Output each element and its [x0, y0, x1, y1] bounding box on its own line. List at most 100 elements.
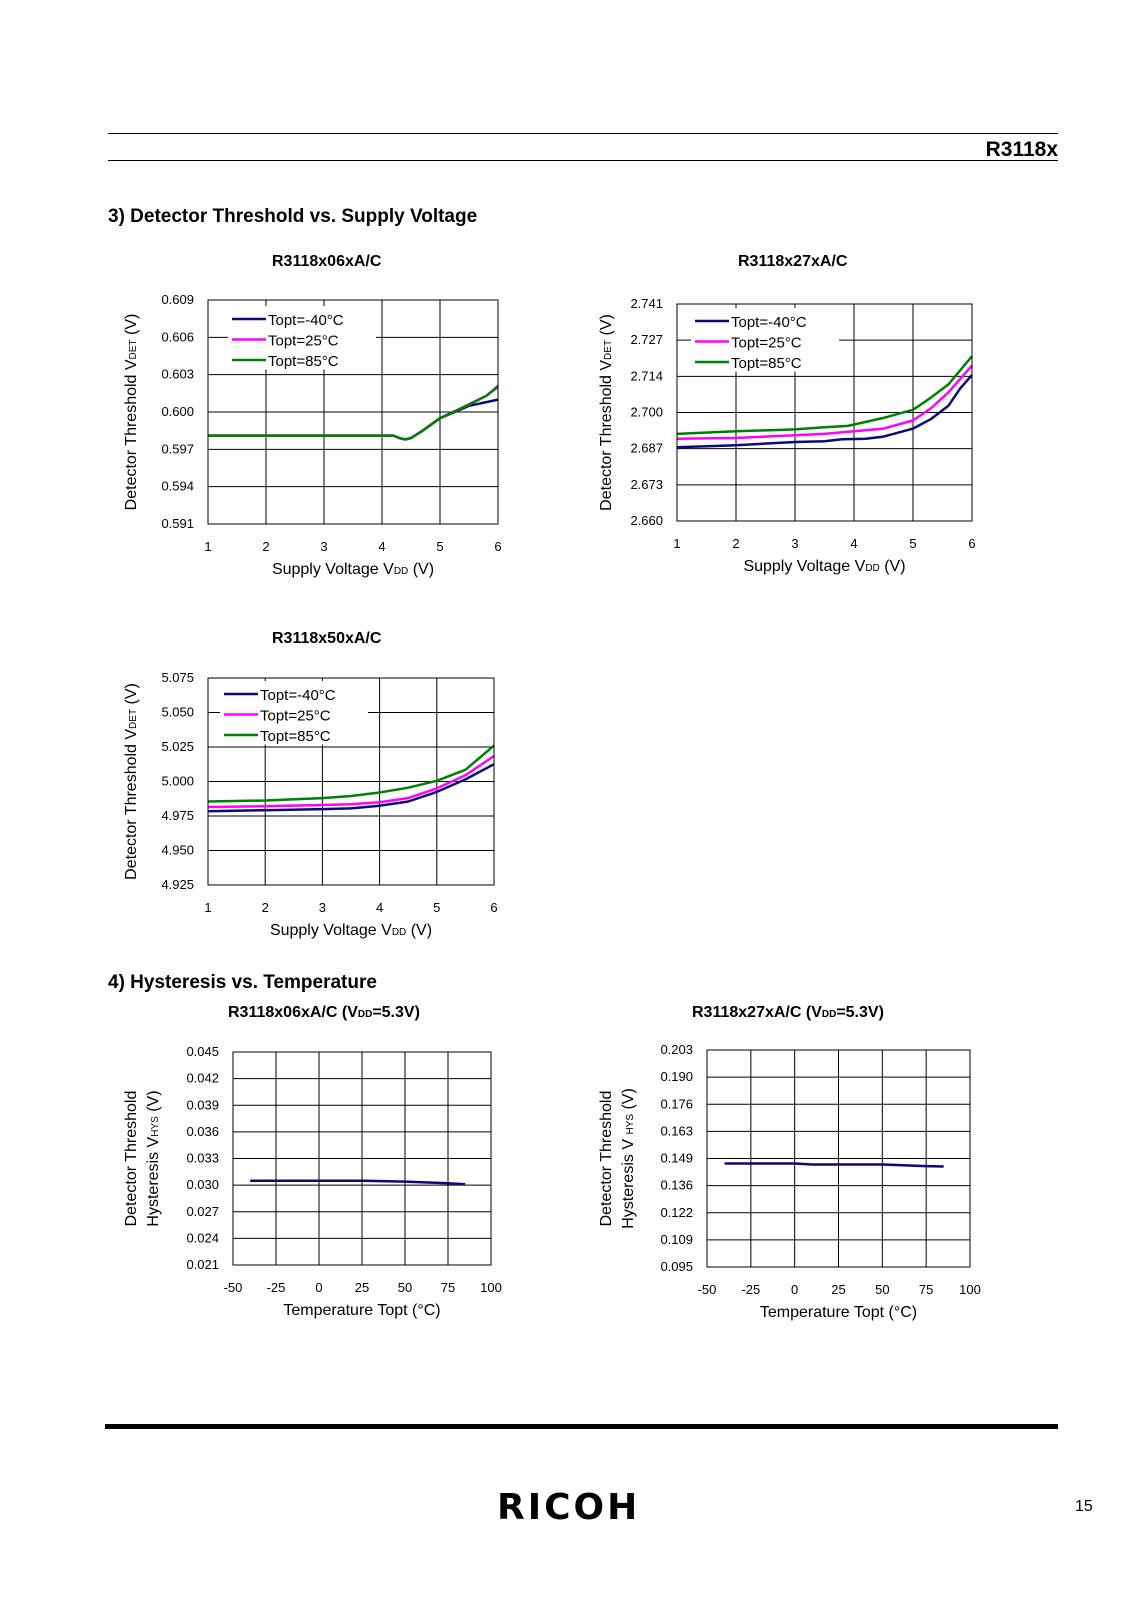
x-tick-label: -25 [267, 1280, 286, 1295]
y-tick-label: 0.027 [186, 1204, 219, 1219]
y-tick-label: 5.075 [161, 670, 194, 685]
y-tick-label: 0.136 [660, 1178, 693, 1193]
chart-title-hys-27-main: R3118x27xA/C (V [692, 1004, 822, 1021]
page-number: 15 [1075, 1498, 1093, 1515]
chart-title-hys-06: R3118x06xA/C (VDD=5.3V) [228, 1004, 420, 1022]
x-axis-label-main: Supply Voltage V [270, 922, 392, 939]
footer-rule [105, 1424, 1058, 1429]
x-axis-label-sub: DD [865, 563, 879, 574]
y-tick-label: 0.036 [186, 1124, 219, 1139]
chart-27: Topt=-40°C Topt=25°C Topt=85°C 2.741 2.727 2.… [598, 296, 976, 575]
x-tick-label: 50 [875, 1282, 889, 1297]
x-tick-label: 1 [204, 539, 211, 554]
y-tick-label: 0.109 [660, 1232, 693, 1247]
y-axis-label-main: Hysteresis V [620, 1135, 637, 1229]
ricoh-logo: RICOH [497, 1487, 641, 1528]
chart-title-50: R3118x50xA/C [272, 630, 382, 647]
x-tick-label: 2 [262, 539, 269, 554]
y-tick-label: 2.673 [630, 477, 663, 492]
section-title-hysteresis: 4) Hysteresis vs. Temperature [108, 972, 377, 993]
y-tick-label: 2.687 [630, 441, 663, 456]
series-line-topt25c [676, 364, 973, 441]
series-line-topt85c [676, 355, 973, 436]
series-line-topt85c [208, 384, 499, 441]
y-axis-label-tail: (V) [598, 314, 615, 340]
chart-title-hys-27: R3118x27xA/C (VDD=5.3V) [692, 1004, 884, 1022]
x-tick-label: -50 [698, 1282, 717, 1297]
plot-frame [232, 1051, 492, 1266]
y-axis-label-tail: (V) [145, 1090, 162, 1116]
y-tick-label: 0.039 [186, 1097, 219, 1112]
y-axis-label-line2: Hysteresis V HYS (V) [620, 1088, 637, 1229]
x-axis-label: Temperature Topt (°C) [283, 1302, 440, 1319]
x-axis-label-main: Supply Voltage V [272, 561, 394, 578]
header-rule-bottom [108, 160, 1058, 161]
y-tick-label: 2.714 [630, 368, 663, 383]
chart-title-27: R3118x27xA/C [738, 253, 848, 270]
header-rule-top [108, 133, 1058, 134]
x-axis-label-main: Supply Voltage V [743, 558, 865, 575]
legend-label: Topt=25°C [268, 333, 339, 350]
y-tick-label: 2.741 [630, 296, 663, 311]
y-tick-label: 0.190 [660, 1069, 693, 1084]
y-tick-label: 0.591 [161, 516, 194, 531]
x-axis-label: Temperature Topt (°C) [760, 1304, 917, 1321]
chart-title-hys-06-sub: DD [357, 1009, 373, 1020]
x-axis-label: Supply Voltage VDD (V) [270, 922, 432, 939]
y-axis-label-main: Detector Threshold V [598, 360, 615, 511]
x-tick-label: 2 [732, 536, 739, 551]
series-line-hys [250, 1179, 466, 1186]
x-tick-label: 75 [919, 1282, 933, 1297]
x-tick-label: -50 [224, 1280, 243, 1295]
y-axis-label-sub: HYS [625, 1114, 636, 1135]
series-line-topt-40c [676, 374, 973, 449]
y-tick-label: 0.149 [660, 1151, 693, 1166]
y-axis-label-tail: (V) [123, 314, 140, 340]
document-id: R3118x [985, 138, 1058, 161]
y-tick-label: 0.600 [161, 404, 194, 419]
x-tick-label: 75 [441, 1280, 455, 1295]
x-tick-label: 6 [494, 539, 501, 554]
y-axis-label-sub: DET [603, 340, 614, 360]
legend-label: Topt=85°C [731, 355, 802, 372]
x-tick-label: 0 [791, 1282, 798, 1297]
y-tick-label: 0.203 [660, 1042, 693, 1057]
y-tick-label: 0.021 [186, 1257, 219, 1272]
y-axis-label-line1: Detector Threshold [598, 1091, 615, 1227]
chart-title-hys-06-tail: =5.3V) [372, 1004, 420, 1021]
y-tick-label: 2.700 [630, 405, 663, 420]
y-tick-label: 0.597 [161, 441, 194, 456]
y-tick-label: 4.950 [161, 843, 194, 858]
chart-50: Topt=-40°C Topt=25°C Topt=85°C 5.075 5.050 5.… [123, 670, 498, 939]
x-tick-label: 25 [831, 1282, 845, 1297]
y-tick-label: 0.606 [161, 329, 194, 344]
x-tick-label: 25 [355, 1280, 369, 1295]
x-tick-label: 5 [433, 900, 440, 915]
y-tick-label: 0.176 [660, 1096, 693, 1111]
y-axis-label-sub: DET [128, 709, 139, 729]
x-tick-label: 3 [791, 536, 798, 551]
y-axis-label-main: Detector Threshold V [123, 729, 140, 880]
chart-title-06: R3118x06xA/C [272, 253, 382, 270]
y-axis-label-line2: Hysteresis VHYS (V) [145, 1090, 162, 1226]
y-axis-label-main: Hysteresis V [145, 1136, 162, 1226]
y-axis-label-tail: (V) [620, 1088, 637, 1114]
legend-label: Topt=-40°C [731, 314, 807, 331]
chart-hys-06: 0.045 0.042 0.039 0.036 0.033 0.030 0.027 0.024… [123, 1044, 502, 1319]
y-tick-label: 5.025 [161, 739, 194, 754]
legend-label: Topt=25°C [731, 335, 802, 352]
y-tick-label: 0.045 [186, 1044, 219, 1059]
plot-frame [676, 303, 973, 522]
x-tick-label: 100 [480, 1280, 502, 1295]
x-tick-label: 4 [850, 536, 857, 551]
y-tick-label: 2.660 [630, 513, 663, 528]
y-axis-label-sub: DET [128, 339, 139, 359]
y-tick-label: 5.000 [161, 774, 194, 789]
y-tick-label: 0.030 [186, 1177, 219, 1192]
y-tick-label: 0.122 [660, 1205, 693, 1220]
x-tick-label: 6 [968, 536, 975, 551]
x-tick-label: 2 [262, 900, 269, 915]
y-axis-label-tail: (V) [123, 683, 140, 709]
chart-title-hys-06-main: R3118x06xA/C (V [228, 1004, 358, 1021]
plot-frame [207, 677, 495, 886]
